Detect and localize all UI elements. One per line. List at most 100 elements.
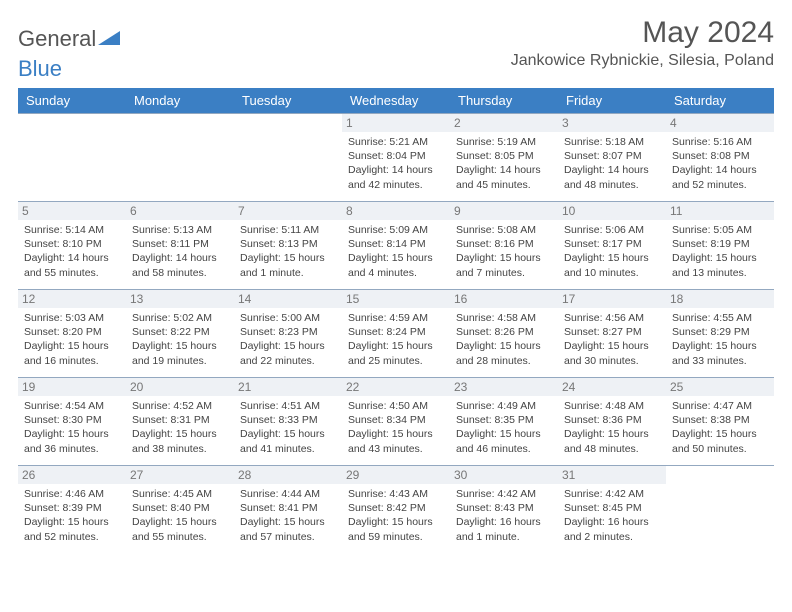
day-details: Sunrise: 4:51 AMSunset: 8:33 PMDaylight:…	[240, 399, 336, 456]
day-details: Sunrise: 5:19 AMSunset: 8:05 PMDaylight:…	[456, 135, 552, 192]
calendar-body: 1 Sunrise: 5:21 AMSunset: 8:04 PMDaylight…	[18, 114, 774, 554]
day-details: Sunrise: 4:44 AMSunset: 8:41 PMDaylight:…	[240, 487, 336, 544]
day-details: Sunrise: 4:48 AMSunset: 8:36 PMDaylight:…	[564, 399, 660, 456]
calendar-cell: 3 Sunrise: 5:18 AMSunset: 8:07 PMDaylight…	[558, 114, 666, 202]
day-details: Sunrise: 4:54 AMSunset: 8:30 PMDaylight:…	[24, 399, 120, 456]
day-details: Sunrise: 4:56 AMSunset: 8:27 PMDaylight:…	[564, 311, 660, 368]
calendar-cell: 22 Sunrise: 4:50 AMSunset: 8:34 PMDayligh…	[342, 378, 450, 466]
day-number: 23	[450, 378, 558, 396]
day-number: 20	[126, 378, 234, 396]
day-details: Sunrise: 4:45 AMSunset: 8:40 PMDaylight:…	[132, 487, 228, 544]
weekday-header: Tuesday	[234, 88, 342, 114]
calendar-cell: 18Sunrise: 4:55 AMSunset: 8:29 PMDayligh…	[666, 290, 774, 378]
calendar-cell: 30Sunrise: 4:42 AMSunset: 8:43 PMDayligh…	[450, 466, 558, 554]
calendar-cell: 10 Sunrise: 5:06 AMSunset: 8:17 PMDayligh…	[558, 202, 666, 290]
day-details: Sunrise: 5:08 AMSunset: 8:16 PMDaylight:…	[456, 223, 552, 280]
day-details: Sunrise: 4:52 AMSunset: 8:31 PMDaylight:…	[132, 399, 228, 456]
day-number: 4	[666, 114, 774, 132]
day-number: 24	[558, 378, 666, 396]
calendar-cell: 1 Sunrise: 5:21 AMSunset: 8:04 PMDaylight…	[342, 114, 450, 202]
day-number: 26	[18, 466, 126, 484]
day-number: 22	[342, 378, 450, 396]
brand-part1: General	[18, 26, 96, 52]
day-number: 8	[342, 202, 450, 220]
weekday-header: Sunday	[18, 88, 126, 114]
calendar-cell	[126, 114, 234, 202]
day-number: 12	[18, 290, 126, 308]
day-details: Sunrise: 4:55 AMSunset: 8:29 PMDaylight:…	[672, 311, 768, 368]
logo-triangle-icon	[98, 31, 120, 47]
day-number: 31	[558, 466, 666, 484]
weekday-header: Thursday	[450, 88, 558, 114]
day-details: Sunrise: 4:42 AMSunset: 8:45 PMDaylight:…	[564, 487, 660, 544]
day-details: Sunrise: 5:14 AMSunset: 8:10 PMDaylight:…	[24, 223, 120, 280]
day-number: 5	[18, 202, 126, 220]
day-number: 3	[558, 114, 666, 132]
calendar-cell: 6Sunrise: 5:13 AMSunset: 8:11 PMDaylight…	[126, 202, 234, 290]
day-number: 19	[18, 378, 126, 396]
day-number: 28	[234, 466, 342, 484]
location-text: Jankowice Rybnickie, Silesia, Poland	[511, 52, 774, 70]
calendar-row: 5 Sunrise: 5:14 AMSunset: 8:10 PMDaylight…	[18, 202, 774, 290]
calendar-cell: 20 Sunrise: 4:52 AMSunset: 8:31 PMDayligh…	[126, 378, 234, 466]
day-details: Sunrise: 4:59 AMSunset: 8:24 PMDaylight:…	[348, 311, 444, 368]
calendar-cell: 26Sunrise: 4:46 AMSunset: 8:39 PMDayligh…	[18, 466, 126, 554]
calendar-cell: 2 Sunrise: 5:19 AMSunset: 8:05 PMDaylight…	[450, 114, 558, 202]
day-details: Sunrise: 4:50 AMSunset: 8:34 PMDaylight:…	[348, 399, 444, 456]
day-details: Sunrise: 5:16 AMSunset: 8:08 PMDaylight:…	[672, 135, 768, 192]
calendar-cell	[234, 114, 342, 202]
day-number: 9	[450, 202, 558, 220]
title-block: May 2024 Jankowice Rybnickie, Silesia, P…	[511, 16, 774, 70]
calendar-row: 26Sunrise: 4:46 AMSunset: 8:39 PMDayligh…	[18, 466, 774, 554]
calendar-cell: 21 Sunrise: 4:51 AMSunset: 8:33 PMDayligh…	[234, 378, 342, 466]
calendar-cell: 5 Sunrise: 5:14 AMSunset: 8:10 PMDaylight…	[18, 202, 126, 290]
day-details: Sunrise: 5:05 AMSunset: 8:19 PMDaylight:…	[672, 223, 768, 280]
weekday-header: Saturday	[666, 88, 774, 114]
calendar-cell: 12 Sunrise: 5:03 AMSunset: 8:20 PMDayligh…	[18, 290, 126, 378]
calendar-cell: 17Sunrise: 4:56 AMSunset: 8:27 PMDayligh…	[558, 290, 666, 378]
calendar-cell	[666, 466, 774, 554]
calendar-cell: 19 Sunrise: 4:54 AMSunset: 8:30 PMDayligh…	[18, 378, 126, 466]
day-details: Sunrise: 5:00 AMSunset: 8:23 PMDaylight:…	[240, 311, 336, 368]
calendar-cell: 25 Sunrise: 4:47 AMSunset: 8:38 PMDayligh…	[666, 378, 774, 466]
brand-logo: General	[18, 26, 120, 52]
calendar-cell: 27 Sunrise: 4:45 AMSunset: 8:40 PMDayligh…	[126, 466, 234, 554]
day-number: 2	[450, 114, 558, 132]
day-details: Sunrise: 4:58 AMSunset: 8:26 PMDaylight:…	[456, 311, 552, 368]
calendar-cell: 8Sunrise: 5:09 AMSunset: 8:14 PMDaylight…	[342, 202, 450, 290]
calendar-cell: 14 Sunrise: 5:00 AMSunset: 8:23 PMDayligh…	[234, 290, 342, 378]
day-details: Sunrise: 5:02 AMSunset: 8:22 PMDaylight:…	[132, 311, 228, 368]
day-number: 14	[234, 290, 342, 308]
day-number: 11	[666, 202, 774, 220]
calendar-cell: 7Sunrise: 5:11 AMSunset: 8:13 PMDaylight…	[234, 202, 342, 290]
calendar-cell: 15 Sunrise: 4:59 AMSunset: 8:24 PMDayligh…	[342, 290, 450, 378]
day-number: 13	[126, 290, 234, 308]
calendar-row: 19 Sunrise: 4:54 AMSunset: 8:30 PMDayligh…	[18, 378, 774, 466]
day-details: Sunrise: 5:03 AMSunset: 8:20 PMDaylight:…	[24, 311, 120, 368]
day-details: Sunrise: 5:18 AMSunset: 8:07 PMDaylight:…	[564, 135, 660, 192]
day-number: 7	[234, 202, 342, 220]
day-number: 16	[450, 290, 558, 308]
weekday-header: Wednesday	[342, 88, 450, 114]
day-number: 29	[342, 466, 450, 484]
day-number: 10	[558, 202, 666, 220]
day-details: Sunrise: 4:43 AMSunset: 8:42 PMDaylight:…	[348, 487, 444, 544]
weekday-header: Friday	[558, 88, 666, 114]
day-number: 6	[126, 202, 234, 220]
day-number: 15	[342, 290, 450, 308]
day-number: 1	[342, 114, 450, 132]
day-number: 27	[126, 466, 234, 484]
calendar-cell: 4 Sunrise: 5:16 AMSunset: 8:08 PMDaylight…	[666, 114, 774, 202]
day-details: Sunrise: 4:47 AMSunset: 8:38 PMDaylight:…	[672, 399, 768, 456]
calendar-row: 1 Sunrise: 5:21 AMSunset: 8:04 PMDaylight…	[18, 114, 774, 202]
day-number: 21	[234, 378, 342, 396]
calendar-cell: 13 Sunrise: 5:02 AMSunset: 8:22 PMDayligh…	[126, 290, 234, 378]
day-details: Sunrise: 5:21 AMSunset: 8:04 PMDaylight:…	[348, 135, 444, 192]
month-title: May 2024	[511, 16, 774, 50]
day-details: Sunrise: 5:06 AMSunset: 8:17 PMDaylight:…	[564, 223, 660, 280]
calendar-cell: 31 Sunrise: 4:42 AMSunset: 8:45 PMDayligh…	[558, 466, 666, 554]
calendar-cell: 9 Sunrise: 5:08 AMSunset: 8:16 PMDaylight…	[450, 202, 558, 290]
day-number: 25	[666, 378, 774, 396]
day-details: Sunrise: 4:42 AMSunset: 8:43 PMDaylight:…	[456, 487, 552, 544]
calendar-cell: 29 Sunrise: 4:43 AMSunset: 8:42 PMDayligh…	[342, 466, 450, 554]
